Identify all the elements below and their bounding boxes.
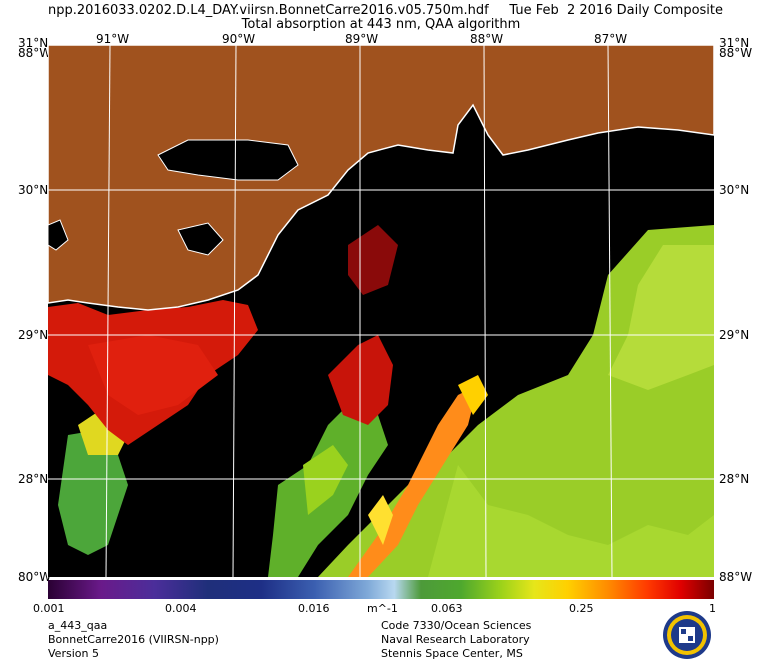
lat-label-left-corner: 88°W xyxy=(18,46,52,60)
colorbar-unit: m^-1 xyxy=(367,602,398,615)
lon-label-90w: 90°W xyxy=(222,32,256,46)
lat-label-left-30n: 30°N xyxy=(18,183,49,197)
colorbar xyxy=(48,580,714,599)
org-code: Code 7330/Ocean Sciences xyxy=(381,619,532,632)
colorbar-tick-0016: 0.016 xyxy=(298,602,330,615)
map-graphic xyxy=(48,45,714,577)
lat-label-right-31n: 31°N xyxy=(719,36,750,50)
colorbar-tick-1: 1 xyxy=(709,602,716,615)
lat-label-right-bottom: 88°W xyxy=(719,570,753,584)
product-name: a_443_qaa xyxy=(48,619,108,632)
satellite-map[interactable] xyxy=(48,45,714,577)
lon-label-87w: 87°W xyxy=(594,32,628,46)
mid-absorption-water xyxy=(348,385,478,577)
graticule xyxy=(48,45,714,577)
lon-label-88w: 88°W xyxy=(470,32,504,46)
colorbar-tick-0063: 0.063 xyxy=(431,602,463,615)
nrl-seal-icon xyxy=(662,610,712,660)
lat-label-left-29n: 29°N xyxy=(18,328,49,342)
org-name: Naval Research Laboratory xyxy=(381,633,530,646)
version-label: Version 5 xyxy=(48,647,99,660)
lat-label-right-28n: 28°N xyxy=(719,472,750,486)
lat-label-right-30n: 30°N xyxy=(719,183,750,197)
lake-pontchartrain xyxy=(157,139,299,181)
lat-label-left-31n: 31°N xyxy=(18,36,49,50)
file-header: npp.2016033.0202.D.L4_DAY.viirsn.BonnetC… xyxy=(48,3,724,18)
lon-label-91w: 91°W xyxy=(96,32,130,46)
lat-label-right-corner: 88°W xyxy=(719,46,753,60)
lat-label-left-bottom: 80°W xyxy=(18,570,52,584)
lat-label-left-28n: 28°N xyxy=(18,472,49,486)
org-location: Stennis Space Center, MS xyxy=(381,647,523,660)
colorbar-tick-025: 0.25 xyxy=(569,602,594,615)
colorbar-tick-0004: 0.004 xyxy=(165,602,197,615)
colorbar-tick-0001: 0.001 xyxy=(33,602,65,615)
dataset-name: BonnetCarre2016 (VIIRSN-npp) xyxy=(48,633,219,646)
lon-label-89w: 89°W xyxy=(345,32,379,46)
product-title: Total absorption at 443 nm, QAA algorith… xyxy=(241,17,521,32)
lat-label-right-29n: 29°N xyxy=(719,328,750,342)
